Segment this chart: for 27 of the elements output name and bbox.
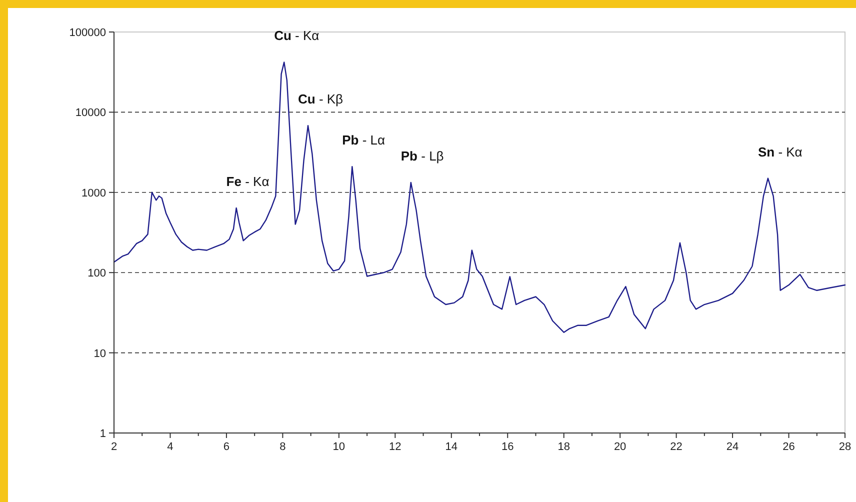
x-tick-label: 4	[167, 441, 174, 453]
x-tick-label: 14	[445, 441, 458, 453]
annotation: Cu - Kβ	[298, 92, 344, 107]
x-tick-label: 6	[223, 441, 230, 453]
y-tick-label: 10	[94, 348, 106, 360]
x-tick-label: 8	[280, 441, 286, 453]
y-tick-label: 10000	[75, 107, 106, 120]
x-tick-label: 26	[782, 441, 795, 453]
y-tick-label: 100000	[69, 27, 106, 39]
line-series	[113, 62, 846, 333]
annotation: Cu - Kα	[274, 28, 320, 44]
x-tick-label: 16	[501, 441, 514, 453]
y-tick-label: 100	[88, 268, 106, 280]
x-tick-label: 20	[614, 441, 626, 453]
x-tick-label: 28	[838, 441, 852, 453]
x-tick-label: 18	[558, 441, 570, 453]
x-tick-label: 10	[332, 441, 346, 453]
annotation: Pb - Lα	[342, 132, 386, 148]
annotation: Fe - Kα	[226, 174, 270, 189]
y-tick-label: 1	[100, 428, 106, 440]
annotation: Pb - Lβ	[400, 148, 444, 164]
x-tick-label: 12	[389, 441, 402, 453]
x-tick-label: 24	[726, 441, 739, 453]
y-tick-label: 1000	[82, 187, 106, 200]
x-tick-label: 22	[670, 441, 682, 453]
x-tick-label: 2	[110, 441, 118, 453]
annotation: Sn - Kα	[758, 144, 803, 160]
